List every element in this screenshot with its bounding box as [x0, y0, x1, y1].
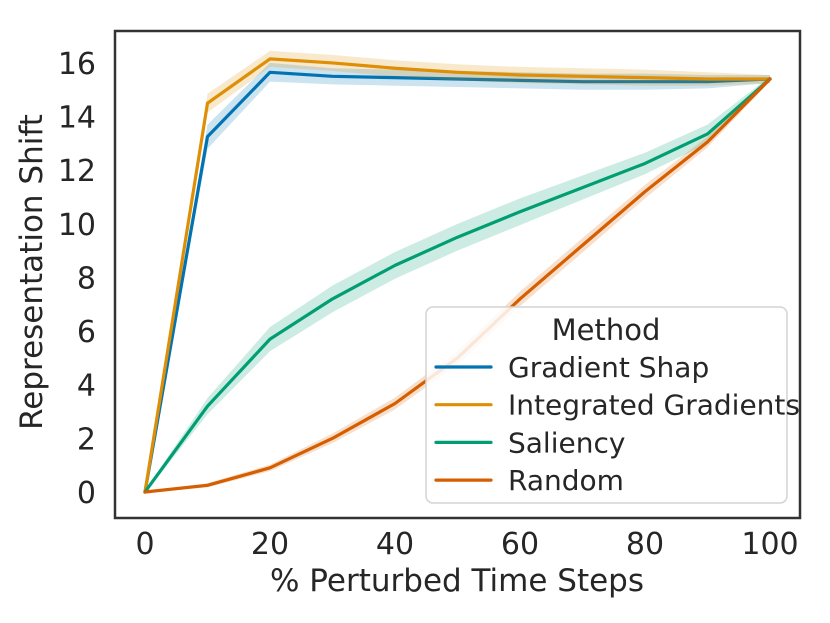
series-line-integrated-gradients [143, 57, 772, 494]
y-tick-label: 14 [58, 101, 96, 136]
legend-frame [425, 306, 788, 504]
series-line-saliency [143, 77, 772, 494]
axes-border [113, 29, 802, 520]
legend: Method Gradient Shap Integrated Gradients… [425, 306, 800, 504]
y-tick-label: 2 [77, 422, 96, 457]
legend-label-integrated-gradients: Integrated Gradients [508, 389, 800, 422]
legend-label-saliency: Saliency [508, 426, 625, 459]
tick-labels: 0 20 40 60 80 100 0 2 4 6 8 10 12 14 16 [58, 47, 799, 562]
y-tick-label: 16 [58, 47, 96, 82]
y-tick-label: 0 [77, 476, 96, 511]
axes-spines [113, 29, 802, 520]
legend-label-gradient-shap: Gradient Shap [508, 351, 709, 384]
x-tick-label: 100 [741, 527, 798, 562]
confidence-band-saliency [145, 76, 770, 494]
x-tick-label: 20 [251, 527, 289, 562]
x-tick-label: 80 [626, 527, 664, 562]
x-tick-label: 40 [376, 527, 414, 562]
x-axis-label: % Perturbed Time Steps [270, 563, 644, 599]
y-axis-label: Representation Shift [14, 114, 50, 430]
confidence-band-integrated-gradients [145, 50, 770, 494]
y-tick-label: 10 [58, 208, 96, 243]
legend-items: Gradient Shap Integrated Gradients Salienc… [434, 351, 800, 497]
legend-label-random: Random [508, 464, 624, 497]
y-tick-label: 4 [77, 369, 96, 404]
series-line-gradient-shap [143, 70, 772, 494]
y-tick-label: 8 [77, 261, 96, 296]
x-tick-label: 60 [501, 527, 539, 562]
y-tick-label: 6 [77, 315, 96, 350]
x-tick-label: 0 [135, 527, 154, 562]
y-tick-label: 12 [58, 154, 96, 189]
legend-title: Method [552, 313, 661, 347]
